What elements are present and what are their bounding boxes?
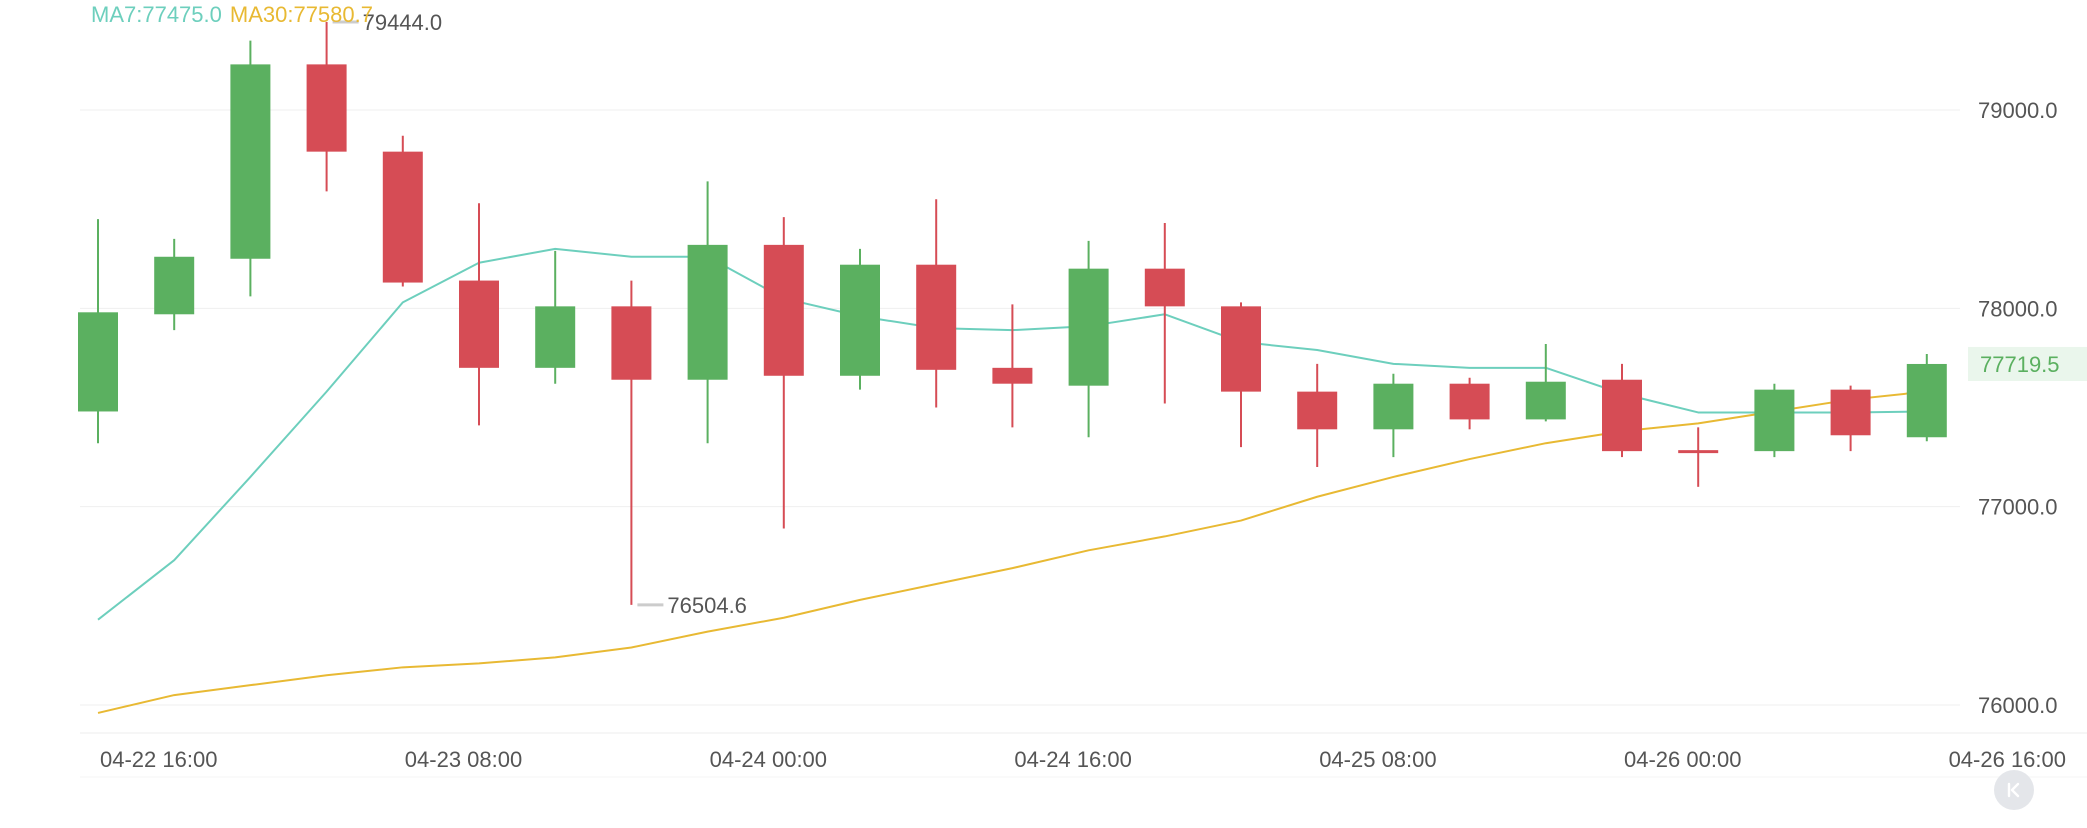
- candle-body: [1906, 363, 1947, 438]
- ma-legend: MA7:77475.0 MA30:77580.7: [91, 2, 381, 28]
- candle-body: [1144, 268, 1185, 307]
- candle-body: [1221, 306, 1261, 392]
- candle-body: [1678, 450, 1719, 454]
- candle-body: [1068, 268, 1109, 386]
- candle[interactable]: [1830, 385, 1871, 452]
- last-price-label: 77719.5: [1980, 352, 2060, 377]
- x-axis: 04-22 16:00 04-23 08:00 04-24 00:00 04-24 1…: [100, 747, 2066, 772]
- y-axis: 76000.0 77000.0 78000.0 79000.0: [1978, 98, 2058, 718]
- candle[interactable]: [1678, 427, 1719, 487]
- last-price-indicator: 77719.5: [1968, 346, 2087, 381]
- high-marker-label: 79444.0: [363, 10, 443, 35]
- candle-body: [916, 264, 957, 370]
- candle-body: [687, 244, 728, 380]
- candle-body: [992, 367, 1033, 384]
- candle-body: [306, 64, 347, 152]
- candle-body: [840, 264, 880, 376]
- legend-ma30: MA30:77580.7: [229, 2, 373, 27]
- candle-body: [1373, 383, 1414, 430]
- candle[interactable]: [1144, 223, 1185, 404]
- x-tick-label: 04-24 00:00: [710, 747, 827, 772]
- candles: [78, 21, 1947, 605]
- x-tick-label: 04-25 08:00: [1319, 747, 1436, 772]
- last-price-background: [1968, 346, 2087, 381]
- candle-body: [1297, 391, 1338, 430]
- grid-lines: [80, 109, 2087, 778]
- candle-body: [230, 64, 271, 259]
- candle-body: [382, 151, 423, 283]
- candle-body: [1830, 389, 1871, 436]
- low-marker-label: 76504.6: [667, 593, 747, 618]
- candle-body: [763, 244, 804, 376]
- candle[interactable]: [1906, 353, 1947, 442]
- candle-body: [1754, 389, 1795, 452]
- candle[interactable]: [78, 219, 118, 444]
- legend-ma7: MA7:77475.0: [91, 2, 222, 27]
- candle[interactable]: [535, 250, 576, 384]
- reset-zoom-button[interactable]: [1994, 770, 2034, 810]
- candle-body: [78, 312, 118, 412]
- candle[interactable]: [230, 40, 271, 297]
- candle[interactable]: [1068, 240, 1109, 438]
- candle-body: [1449, 383, 1490, 420]
- candle[interactable]: [687, 181, 728, 444]
- candle[interactable]: [382, 135, 423, 287]
- x-tick-label: 04-24 16:00: [1014, 747, 1131, 772]
- candle[interactable]: [1449, 377, 1490, 430]
- candle[interactable]: [916, 199, 957, 408]
- x-tick-label: 04-23 08:00: [405, 747, 522, 772]
- candle[interactable]: [992, 304, 1033, 428]
- x-tick-label: 04-26 16:00: [1949, 747, 2066, 772]
- candle[interactable]: [154, 238, 195, 331]
- candle[interactable]: [459, 203, 499, 426]
- candle[interactable]: [306, 21, 347, 192]
- x-tick-label: 04-22 16:00: [100, 747, 217, 772]
- candle-body: [1525, 381, 1566, 420]
- candle-body: [535, 306, 576, 368]
- candle[interactable]: [1525, 344, 1566, 422]
- candle[interactable]: [1373, 373, 1414, 458]
- x-tick-label: 04-26 00:00: [1624, 747, 1741, 772]
- candle-body: [611, 306, 652, 380]
- ma30-series: [97, 390, 1927, 714]
- candle-body: [459, 280, 499, 368]
- candle-body: [1602, 379, 1642, 452]
- ma30-line: [97, 390, 1927, 714]
- candle[interactable]: [1602, 363, 1642, 458]
- candle[interactable]: [611, 280, 652, 605]
- candle[interactable]: [1221, 302, 1261, 448]
- y-tick-label: 76000.0: [1978, 693, 2058, 718]
- candle[interactable]: [1754, 383, 1795, 458]
- y-tick-label: 78000.0: [1978, 296, 2058, 321]
- candle[interactable]: [763, 217, 804, 529]
- y-tick-label: 79000.0: [1978, 98, 2058, 123]
- reset-zoom-icon: [2007, 782, 2020, 798]
- extreme-markers: 79444.0 76504.6: [332, 10, 747, 618]
- candle[interactable]: [840, 248, 880, 390]
- candle[interactable]: [1297, 363, 1338, 467]
- y-tick-label: 77000.0: [1978, 495, 2058, 520]
- candle-body: [154, 256, 195, 315]
